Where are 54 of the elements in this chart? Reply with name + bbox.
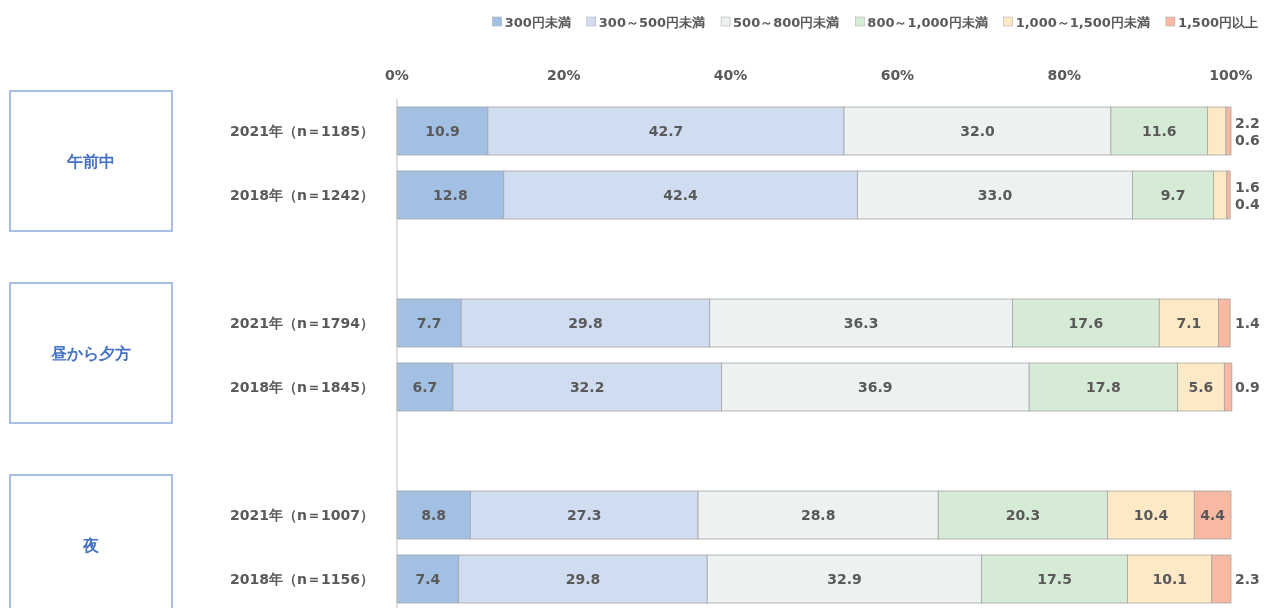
- y-tick-label: 2021年（n＝1185）: [230, 123, 374, 139]
- data-label: 7.4: [415, 571, 441, 587]
- data-label: 9.7: [1160, 187, 1186, 203]
- data-label: 8.8: [421, 507, 447, 523]
- data-label: 11.6: [1142, 123, 1177, 139]
- data-label: 1.6: [1235, 178, 1260, 195]
- y-tick-label: 2018年（n＝1845）: [230, 379, 374, 395]
- legend-label: 300円未満: [504, 15, 571, 30]
- data-label: 5.6: [1188, 379, 1214, 395]
- data-label: 2.3: [1235, 571, 1260, 587]
- legend-label: 500～800円未満: [733, 15, 840, 30]
- legend-label: 1,500円以上: [1177, 15, 1258, 30]
- x-tick-label: 20%: [547, 67, 581, 83]
- data-label: 1.4: [1235, 315, 1261, 331]
- legend-label: 800～1,000円未満: [867, 15, 988, 30]
- legend-label: 1,000～1,500円未満: [1015, 15, 1150, 30]
- data-label: 27.3: [566, 507, 602, 523]
- y-tick-label: 2018年（n＝1242）: [230, 187, 374, 203]
- data-label: 10.4: [1133, 507, 1169, 523]
- data-label: 32.9: [827, 571, 862, 587]
- data-label: 42.4: [663, 187, 699, 203]
- data-label: 17.6: [1068, 315, 1104, 331]
- data-label: 6.7: [412, 379, 438, 395]
- x-tick-label: 40%: [713, 67, 748, 83]
- data-label: 7.7: [416, 315, 442, 331]
- data-label: 10.9: [425, 123, 460, 139]
- x-tick-label: 60%: [880, 67, 915, 83]
- data-label: 10.1: [1152, 571, 1187, 587]
- data-label: 17.8: [1086, 379, 1121, 395]
- data-label: 32.2: [569, 379, 605, 395]
- data-label: 4.4: [1200, 507, 1226, 523]
- data-label: 12.8: [433, 187, 468, 203]
- data-label: 36.3: [843, 315, 879, 331]
- y-tick-label: 2021年（n＝1007）: [230, 507, 374, 523]
- y-tick-label: 2018年（n＝1156）: [230, 571, 374, 587]
- data-label: 42.7: [648, 123, 684, 139]
- data-label: 20.3: [1005, 507, 1041, 523]
- data-label: 29.8: [568, 315, 603, 331]
- y-tick-label: 2021年（n＝1794）: [230, 315, 374, 331]
- legend-label: 300～500円未満: [598, 15, 706, 30]
- data-label: 0.4: [1235, 195, 1261, 212]
- data-label: 7.1: [1176, 315, 1202, 331]
- x-tick-label: 0%: [385, 67, 409, 83]
- data-label: 17.5: [1037, 571, 1072, 587]
- data-label: 36.9: [858, 379, 893, 395]
- data-label: 0.6: [1235, 131, 1260, 148]
- data-label: 32.0: [960, 123, 995, 139]
- data-label: 0.9: [1235, 379, 1260, 395]
- data-label: 33.0: [977, 187, 1013, 203]
- x-tick-label: 100%: [1209, 67, 1253, 83]
- data-label: 28.8: [800, 507, 836, 523]
- data-label: 29.8: [565, 571, 601, 587]
- data-label: 2.2: [1235, 114, 1260, 131]
- x-tick-label: 80%: [1047, 67, 1081, 83]
